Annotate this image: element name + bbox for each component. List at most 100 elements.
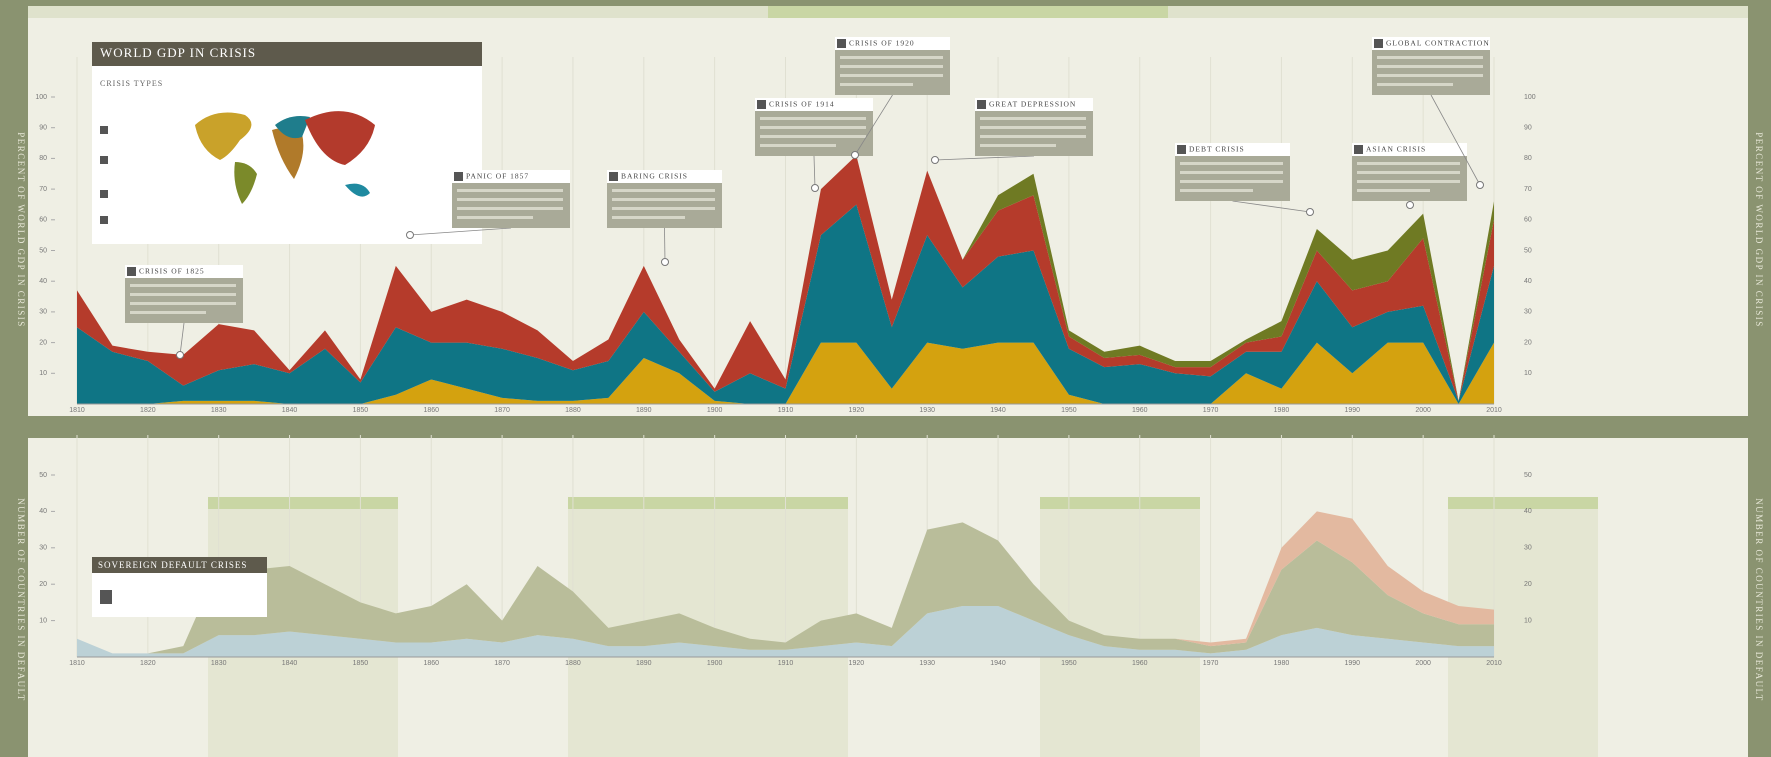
callout-text-line <box>980 135 1086 138</box>
y-tick-label: 60 <box>39 217 47 224</box>
era-header <box>208 497 398 509</box>
callout-header <box>452 170 570 183</box>
y-tick-label: 100 <box>35 94 47 101</box>
callout-title: CRISIS OF 1920 <box>849 39 915 48</box>
callout-header <box>1372 37 1490 50</box>
map-region <box>195 112 252 160</box>
callout-text-line <box>760 117 866 120</box>
callout-icon <box>454 172 463 181</box>
x-tick-label: 2010 <box>1486 660 1502 667</box>
callout-text-line <box>1357 162 1460 165</box>
leader-line <box>664 227 666 263</box>
leader-line <box>813 155 816 189</box>
callout-header <box>755 98 873 111</box>
y-axis-title-left: PERCENT OF WORLD GDP IN CRISIS <box>16 132 26 328</box>
y-tick-label: 80 <box>1524 155 1532 162</box>
x-tick-label: 1870 <box>494 660 510 667</box>
callout-header <box>607 170 722 183</box>
y-axis-title-right: NUMBER OF COUNTRIES IN DEFAULT <box>1754 498 1764 702</box>
era-header <box>568 497 848 509</box>
x-tick-label: 1830 <box>211 407 227 414</box>
x-tick-label: 1820 <box>140 407 156 414</box>
callout-text-line <box>760 135 866 138</box>
peak-marker <box>811 184 819 192</box>
era-header <box>1448 497 1598 509</box>
callout-text-line <box>980 117 1086 120</box>
area <box>77 155 1494 401</box>
callout-text-line <box>130 284 236 287</box>
x-tick-label: 1810 <box>69 407 85 414</box>
x-tick-label: 1940 <box>990 660 1006 667</box>
callout-icon <box>1177 145 1186 154</box>
y-axis-title-right: PERCENT OF WORLD GDP IN CRISIS <box>1754 132 1764 328</box>
icon <box>100 216 108 224</box>
callout-text-line <box>457 216 533 219</box>
y-tick-label: 30 <box>39 545 47 552</box>
y-tick-label: 10 <box>39 617 47 624</box>
leader-line <box>934 155 1035 161</box>
callout-text-line <box>1357 189 1430 192</box>
x-tick-label: 1880 <box>565 660 581 667</box>
x-tick-label: 1990 <box>1345 660 1361 667</box>
x-tick-label: 1960 <box>1132 407 1148 414</box>
peak-marker <box>406 231 414 239</box>
area <box>77 522 1494 654</box>
callout-text-line <box>1377 83 1453 86</box>
y-tick-label: 60 <box>1524 217 1532 224</box>
x-tick-label: 2010 <box>1486 407 1502 414</box>
callout-icon <box>837 39 846 48</box>
callout-text-line <box>130 293 236 296</box>
y-tick-label: 80 <box>39 155 47 162</box>
x-tick-label: 1860 <box>423 407 439 414</box>
x-tick-label: 1950 <box>1061 407 1077 414</box>
annotations: CRISIS OF 1825 PANIC OF 1857 BARING CRISIS… <box>125 37 1490 359</box>
callout-text-line <box>840 83 913 86</box>
callout-text-line <box>840 56 943 59</box>
peak-marker <box>1406 201 1414 209</box>
y-tick-label: 30 <box>39 309 47 316</box>
callout-text-line <box>1180 162 1283 165</box>
callout-text-line <box>1357 180 1460 183</box>
map-region <box>305 111 375 165</box>
x-tick-label: 1920 <box>849 660 865 667</box>
leader-line <box>409 227 512 236</box>
main-title: WORLD GDP IN CRISIS <box>100 45 256 60</box>
default-card: SOVEREIGN DEFAULT CRISES <box>92 557 267 617</box>
callout-text-line <box>1377 74 1483 77</box>
era-header <box>1040 497 1200 509</box>
callout-text-line <box>980 144 1056 147</box>
y-tick-label: 20 <box>39 581 47 588</box>
callout-title: PANIC OF 1857 <box>466 172 529 181</box>
callout-text-line <box>612 207 715 210</box>
icon <box>100 126 108 134</box>
legend-title: CRISIS TYPES <box>100 79 163 88</box>
callout-text-line <box>130 311 206 314</box>
x-tick-label: 1900 <box>707 660 723 667</box>
y-tick-label: 70 <box>39 186 47 193</box>
callout-icon <box>127 267 136 276</box>
x-tick-label: 1990 <box>1345 407 1361 414</box>
y-tick-label: 70 <box>1524 186 1532 193</box>
callout-title: CRISIS OF 1825 <box>139 267 205 276</box>
default-title: SOVEREIGN DEFAULT CRISES <box>98 560 247 570</box>
y-tick-label: 50 <box>1524 472 1532 479</box>
x-tick-label: 1930 <box>919 407 935 414</box>
area <box>77 204 1494 404</box>
peak-marker <box>931 156 939 164</box>
callout-text-line <box>1180 189 1253 192</box>
callout-text-line <box>1180 171 1283 174</box>
area <box>77 606 1494 657</box>
x-tick-label: 1980 <box>1274 407 1290 414</box>
x-tick-label: 1840 <box>282 407 298 414</box>
y-tick-label: 10 <box>39 370 47 377</box>
callout-icon <box>609 172 618 181</box>
callout-text-line <box>760 144 836 147</box>
y-tick-label: 30 <box>1524 309 1532 316</box>
y-tick-label: 20 <box>1524 581 1532 588</box>
y-tick-label: 20 <box>1524 339 1532 346</box>
charts: 1810 1820 1830 1840 1850 1860 1870 1880 1890 1900… <box>35 57 1536 667</box>
x-tick-label: 1840 <box>282 660 298 667</box>
leader-line <box>1232 200 1311 213</box>
callout-header <box>1352 143 1467 156</box>
